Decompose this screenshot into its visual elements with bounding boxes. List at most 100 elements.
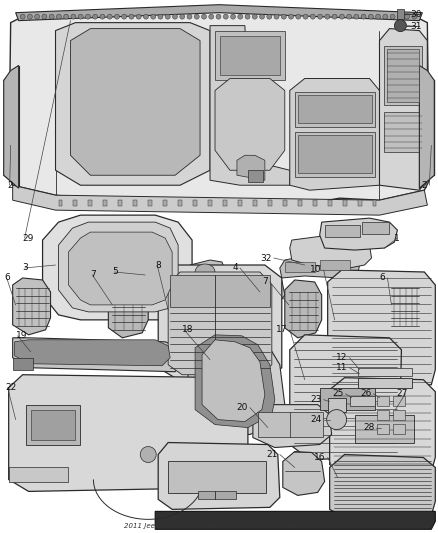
Polygon shape	[330, 455, 435, 519]
Polygon shape	[4, 66, 19, 188]
Text: 8: 8	[155, 261, 161, 270]
Text: 4: 4	[232, 263, 238, 272]
Polygon shape	[13, 278, 50, 335]
Bar	[59, 200, 63, 206]
Text: 24: 24	[311, 415, 321, 424]
Polygon shape	[14, 340, 170, 366]
Polygon shape	[108, 280, 148, 338]
Bar	[170, 275, 270, 307]
Bar	[168, 462, 266, 494]
Text: 22: 22	[6, 383, 17, 392]
Polygon shape	[56, 22, 210, 185]
Bar	[258, 411, 323, 437]
Text: 23: 23	[310, 395, 321, 404]
Ellipse shape	[180, 14, 185, 19]
Ellipse shape	[303, 14, 308, 19]
Text: 28: 28	[363, 423, 374, 432]
Bar	[253, 200, 257, 206]
Text: 18: 18	[182, 325, 194, 334]
Polygon shape	[71, 29, 200, 175]
Bar	[163, 200, 167, 206]
Bar	[397, 9, 404, 19]
Text: 7: 7	[90, 270, 96, 279]
Polygon shape	[280, 255, 360, 278]
Bar	[385, 46, 422, 106]
Bar	[393, 395, 406, 406]
Text: 29: 29	[23, 233, 34, 243]
Ellipse shape	[64, 14, 69, 19]
Bar	[325, 225, 360, 237]
Polygon shape	[13, 185, 427, 215]
Ellipse shape	[296, 14, 301, 19]
Text: 21: 21	[266, 450, 278, 459]
Text: 2011 Jeep Grand Cherokee Instrument Panel Diagram: 2011 Jeep Grand Cherokee Instrument Pane…	[124, 523, 314, 529]
Ellipse shape	[245, 14, 250, 19]
Ellipse shape	[78, 14, 83, 19]
Text: 20: 20	[237, 403, 248, 412]
Ellipse shape	[201, 14, 206, 19]
Ellipse shape	[361, 14, 366, 19]
Polygon shape	[195, 335, 275, 427]
Bar	[285, 262, 314, 272]
Bar	[328, 200, 332, 206]
Ellipse shape	[376, 14, 381, 19]
Ellipse shape	[318, 14, 322, 19]
Bar	[357, 378, 413, 387]
Text: 7: 7	[262, 278, 268, 286]
Bar	[328, 398, 346, 411]
Ellipse shape	[85, 14, 90, 19]
Polygon shape	[182, 260, 225, 282]
Ellipse shape	[327, 410, 346, 430]
Polygon shape	[59, 222, 178, 312]
Polygon shape	[379, 29, 427, 190]
Bar	[25, 405, 81, 445]
Polygon shape	[330, 378, 435, 478]
Text: 17: 17	[276, 325, 288, 334]
Ellipse shape	[129, 14, 134, 19]
Ellipse shape	[114, 14, 120, 19]
Bar	[248, 170, 263, 182]
Polygon shape	[158, 442, 280, 510]
Bar	[355, 415, 414, 442]
Bar	[385, 112, 422, 152]
Bar	[148, 200, 152, 206]
Bar	[133, 200, 137, 206]
Ellipse shape	[151, 14, 155, 19]
Ellipse shape	[325, 14, 330, 19]
Text: 2: 2	[422, 181, 427, 190]
Text: 16: 16	[314, 453, 326, 462]
Bar	[320, 387, 374, 410]
Polygon shape	[130, 268, 185, 282]
Text: 2: 2	[8, 181, 13, 190]
Bar	[268, 200, 272, 206]
Ellipse shape	[252, 14, 257, 19]
Ellipse shape	[274, 14, 279, 19]
Ellipse shape	[71, 14, 76, 19]
Ellipse shape	[173, 14, 177, 19]
Bar	[357, 200, 361, 206]
Polygon shape	[9, 11, 429, 205]
Ellipse shape	[194, 14, 199, 19]
Ellipse shape	[260, 14, 265, 19]
Bar	[208, 200, 212, 206]
Ellipse shape	[107, 14, 112, 19]
Ellipse shape	[267, 14, 272, 19]
Bar	[378, 395, 389, 406]
Ellipse shape	[332, 14, 337, 19]
Bar	[361, 222, 389, 234]
Bar	[238, 200, 242, 206]
Ellipse shape	[122, 14, 127, 19]
Polygon shape	[202, 340, 265, 422]
Ellipse shape	[397, 14, 403, 19]
Polygon shape	[290, 335, 401, 459]
Ellipse shape	[346, 14, 352, 19]
Text: 27: 27	[396, 389, 407, 398]
Ellipse shape	[93, 14, 98, 19]
Text: 10: 10	[310, 265, 321, 274]
Polygon shape	[42, 215, 192, 320]
Ellipse shape	[28, 14, 32, 19]
Ellipse shape	[136, 14, 141, 19]
Ellipse shape	[209, 14, 214, 19]
Polygon shape	[253, 405, 332, 448]
Bar	[215, 30, 285, 80]
